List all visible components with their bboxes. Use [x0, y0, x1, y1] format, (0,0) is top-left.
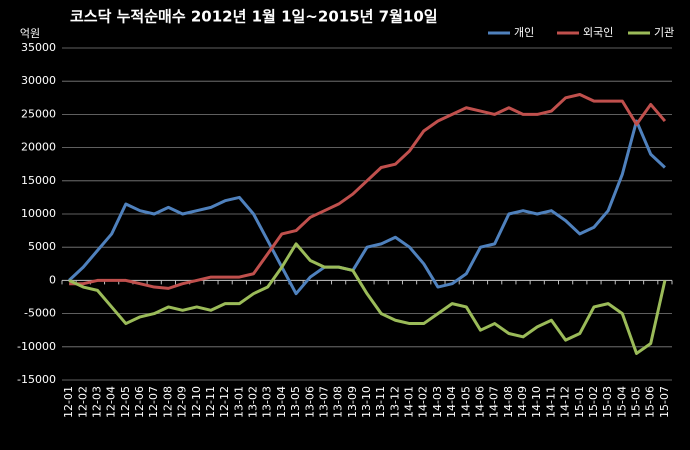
- x-tick-label: 14-10: [530, 386, 543, 418]
- x-tick-label: 14-11: [544, 386, 557, 418]
- x-tick-label: 14-09: [516, 386, 529, 418]
- y-tick-label: 0: [49, 273, 56, 286]
- x-tick-label: 14-05: [459, 386, 472, 418]
- x-tick-label: 12-11: [204, 386, 217, 418]
- x-tick-label: 12-02: [76, 386, 89, 418]
- x-tick-label: 12-12: [218, 386, 231, 418]
- x-tick-label: 13-09: [346, 386, 359, 418]
- legend-label: 개인: [514, 26, 534, 39]
- x-tick-label: 13-07: [317, 386, 330, 418]
- x-tick-label: 14-02: [417, 386, 430, 418]
- x-tick-label: 12-08: [161, 386, 174, 418]
- series-line: [68, 119, 666, 296]
- y-tick-label: 25000: [21, 107, 56, 120]
- x-tick-label: 12-04: [105, 386, 118, 418]
- x-tick-label: 12-03: [90, 386, 103, 418]
- series-line: [69, 92, 667, 290]
- x-tick-label: 15-07: [658, 386, 671, 418]
- x-tick-label: 12-09: [176, 386, 189, 418]
- x-tick-label: 14-08: [502, 386, 515, 418]
- y-tick-label: -5000: [24, 307, 56, 320]
- legend-label: 기관: [654, 26, 674, 39]
- x-tick-label: 13-08: [332, 386, 345, 418]
- y-tick-label: 10000: [21, 207, 56, 220]
- y-tick-label: 20000: [21, 141, 56, 154]
- series-line: [68, 242, 667, 355]
- x-tick-label: 15-05: [630, 386, 643, 418]
- x-tick-label: 15-03: [601, 386, 614, 418]
- y-tick-label: 5000: [28, 240, 56, 253]
- x-tick-label: 14-03: [431, 386, 444, 418]
- x-tick-label: 13-05: [289, 386, 302, 418]
- y-tick-label: -15000: [17, 373, 56, 386]
- x-tick-label: 12-10: [190, 386, 203, 418]
- x-tick-label: 12-05: [119, 386, 132, 418]
- x-tick-label: 13-03: [261, 386, 274, 418]
- x-tick-label: 13-10: [360, 386, 373, 418]
- x-tick-label: 14-12: [559, 386, 572, 418]
- x-tick-label: 14-06: [473, 386, 486, 418]
- y-tick-label: 15000: [21, 174, 56, 187]
- y-axis-label: 억원: [20, 27, 40, 40]
- x-tick-label: 14-07: [488, 386, 501, 418]
- x-tick-label: 15-02: [587, 386, 600, 418]
- y-tick-label: 35000: [21, 41, 56, 54]
- y-tick-label: 30000: [21, 74, 56, 87]
- x-tick-label: 13-12: [388, 386, 401, 418]
- x-tick-label: 14-04: [445, 386, 458, 418]
- x-tick-label: 13-02: [247, 386, 260, 418]
- y-tick-label: -10000: [17, 340, 56, 353]
- x-tick-label: 15-01: [573, 386, 586, 418]
- x-tick-label: 13-06: [303, 386, 316, 418]
- x-tick-label: 12-06: [133, 386, 146, 418]
- x-tick-label: 13-11: [374, 386, 387, 418]
- x-tick-label: 14-01: [403, 386, 416, 418]
- chart-title: 코스닥 누적순매수 2012년 1월 1일~2015년 7월10일: [70, 8, 438, 26]
- x-tick-label: 13-01: [232, 386, 245, 418]
- x-tick-label: 15-04: [615, 386, 628, 418]
- x-tick-label: 12-07: [147, 386, 160, 418]
- x-tick-label: 15-06: [644, 386, 657, 418]
- x-tick-label: 12-01: [62, 386, 75, 418]
- legend-label: 외국인: [583, 26, 613, 39]
- x-tick-label: 13-04: [275, 386, 288, 418]
